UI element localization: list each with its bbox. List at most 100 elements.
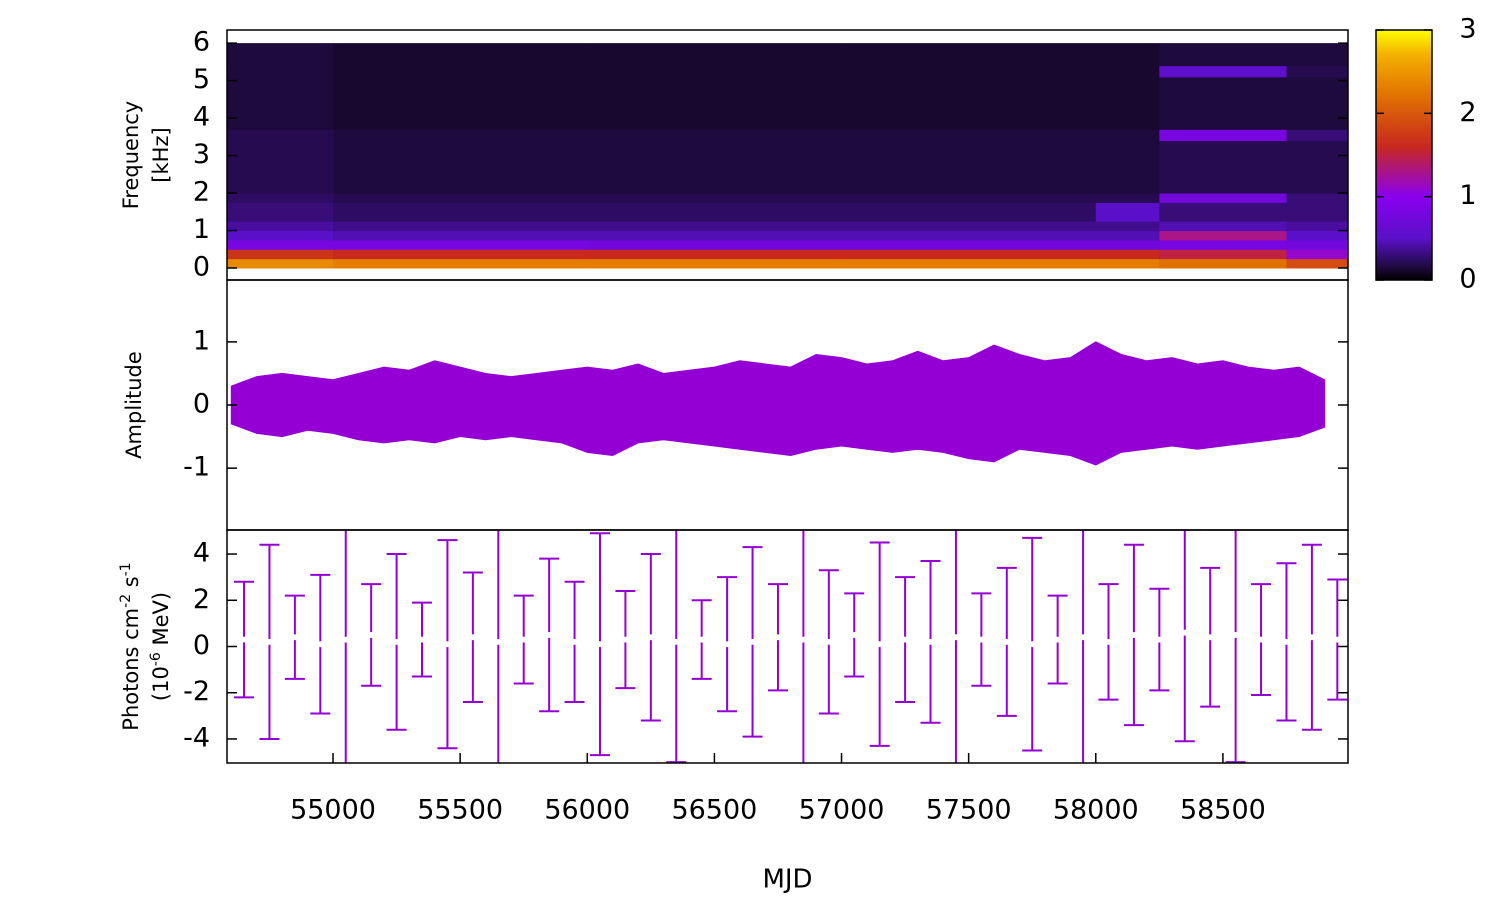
data-point bbox=[927, 638, 934, 645]
heatmap-cell bbox=[1286, 239, 1348, 250]
heatmap-cell bbox=[587, 239, 843, 250]
data-point bbox=[266, 638, 273, 645]
heatmap-cell bbox=[1286, 249, 1348, 260]
heatmap-cell bbox=[333, 193, 588, 203]
x-tick-label: 57500 bbox=[926, 795, 1012, 826]
data-point bbox=[978, 636, 985, 643]
heatmap-cell bbox=[333, 239, 588, 250]
data-point bbox=[825, 638, 832, 645]
heatmap-cell bbox=[333, 43, 588, 67]
heatmap-cell bbox=[587, 193, 843, 203]
y-axis-label: Frequency bbox=[119, 101, 143, 210]
data-point bbox=[902, 636, 909, 643]
x-tick-label: 57000 bbox=[799, 795, 885, 826]
data-point bbox=[1156, 636, 1163, 643]
heatmap-cell bbox=[333, 249, 588, 260]
y-tick-label: 6 bbox=[193, 27, 210, 58]
heatmap-cell bbox=[841, 193, 1097, 203]
heatmap-cell bbox=[1159, 221, 1287, 232]
heatmap-cell bbox=[841, 65, 1097, 78]
heatmap-cell bbox=[587, 129, 843, 142]
heatmap-cell bbox=[1095, 230, 1160, 241]
data-point bbox=[952, 634, 959, 641]
heatmap-cell bbox=[333, 140, 588, 194]
colorbar bbox=[1375, 29, 1433, 281]
x-tick-label: 58500 bbox=[1180, 795, 1266, 826]
heatmap-cell bbox=[1095, 129, 1160, 142]
y-axis-label-part: MeV) bbox=[149, 592, 173, 652]
heatmap-cell bbox=[227, 193, 334, 203]
heatmap-cell bbox=[1286, 65, 1348, 78]
y-axis-label-part: Photons cm bbox=[119, 608, 143, 731]
heatmap-cell bbox=[227, 258, 334, 269]
heatmap-cell bbox=[1159, 65, 1287, 78]
data-point bbox=[673, 638, 680, 645]
heatmap-cell bbox=[1159, 129, 1287, 142]
heatmap-cell bbox=[1159, 249, 1287, 260]
heatmap-cell bbox=[1095, 258, 1160, 269]
heatmap-cell bbox=[1286, 258, 1348, 269]
data-point bbox=[571, 638, 578, 645]
y-axis-label-part: s bbox=[119, 576, 143, 594]
heatmap-cell bbox=[227, 202, 334, 222]
heatmap-cell bbox=[587, 65, 843, 78]
data-point bbox=[622, 636, 629, 643]
heatmap-cell bbox=[587, 43, 843, 67]
data-point bbox=[749, 638, 756, 645]
data-point bbox=[698, 636, 705, 643]
y-tick-label: 0 bbox=[193, 389, 210, 420]
y-tick-label: 0 bbox=[193, 630, 210, 661]
data-point bbox=[393, 638, 400, 645]
heatmap-cell bbox=[227, 230, 334, 241]
data-point bbox=[1029, 641, 1036, 648]
y-axis-label-part: (10 bbox=[149, 666, 173, 701]
colorbar-tick-label: 1 bbox=[1459, 180, 1476, 211]
colorbar-tick-label: 2 bbox=[1459, 97, 1476, 128]
heatmap-cell bbox=[1286, 202, 1348, 222]
y-axis-label-part: -2 bbox=[118, 594, 134, 608]
data-point bbox=[1334, 636, 1341, 643]
heatmap-cell bbox=[1286, 43, 1348, 67]
data-point bbox=[1054, 636, 1061, 643]
data-point bbox=[647, 634, 654, 641]
heatmap-cell bbox=[1159, 202, 1287, 222]
heatmap-cell bbox=[1095, 239, 1160, 250]
data-point bbox=[800, 636, 807, 643]
y-tick-label: 3 bbox=[193, 139, 210, 170]
y-tick-label: 4 bbox=[193, 102, 210, 133]
data-point bbox=[1181, 629, 1188, 636]
data-point bbox=[1105, 638, 1112, 645]
data-point bbox=[1283, 638, 1290, 645]
y-tick-label: 2 bbox=[193, 584, 210, 615]
y-axis-label: Amplitude bbox=[122, 351, 146, 459]
heatmap-cell bbox=[227, 76, 334, 130]
data-point bbox=[1258, 636, 1265, 643]
heatmap-cell bbox=[333, 129, 588, 142]
heatmap-cell bbox=[841, 129, 1097, 142]
heatmap-cell bbox=[333, 76, 588, 130]
x-tick-label: 56500 bbox=[671, 795, 757, 826]
y-axis-label-part: Amplitude bbox=[122, 351, 146, 459]
heatmap-cell bbox=[1095, 249, 1160, 260]
y-tick-label: 1 bbox=[193, 325, 210, 356]
x-tick-label: 56000 bbox=[544, 795, 630, 826]
heatmap-cell bbox=[333, 221, 588, 232]
heatmap-cell bbox=[333, 202, 588, 222]
data-point bbox=[546, 631, 553, 638]
data-point bbox=[1308, 634, 1315, 641]
data-point bbox=[342, 636, 349, 643]
y-axis-label-part: -1 bbox=[118, 562, 134, 576]
y-axis-label-part: -6 bbox=[148, 652, 164, 666]
x-tick-label: 55000 bbox=[290, 795, 376, 826]
heatmap-cell bbox=[333, 230, 588, 241]
x-axis-label: MJD bbox=[762, 865, 812, 895]
heatmap-cell bbox=[1286, 129, 1348, 142]
heatmap-cell bbox=[1095, 43, 1160, 67]
data-point bbox=[774, 634, 781, 641]
heatmap-cell bbox=[227, 43, 334, 67]
heatmap-cell bbox=[227, 129, 334, 142]
heatmap-cell bbox=[227, 140, 334, 194]
heatmap-cell bbox=[1286, 140, 1348, 194]
data-point bbox=[520, 636, 527, 643]
heatmap-cell bbox=[587, 202, 843, 222]
